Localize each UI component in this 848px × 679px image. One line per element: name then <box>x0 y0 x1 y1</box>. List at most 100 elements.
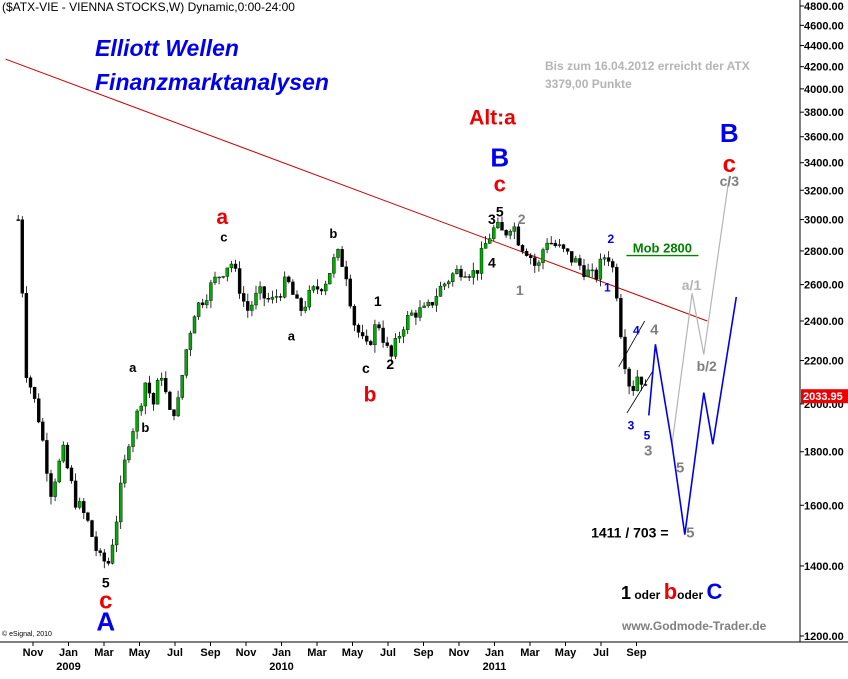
candle-body <box>426 302 430 306</box>
candle-body <box>196 302 201 317</box>
candle-body <box>69 467 74 482</box>
y-tick-label: 3200.00 <box>804 185 844 197</box>
candle-body <box>492 227 496 239</box>
candle-body <box>529 255 533 258</box>
y-tick-label: 4600.00 <box>804 20 844 32</box>
candle-body <box>561 244 566 249</box>
candle-body <box>369 341 373 345</box>
candle-body <box>406 315 410 330</box>
candle-body <box>512 226 516 232</box>
x-tick-label: Jul <box>593 647 609 659</box>
candle-body <box>287 276 291 283</box>
candle-body <box>611 261 615 268</box>
candle-body <box>250 304 254 311</box>
x-tick-label: Mar <box>94 647 114 659</box>
candle-body <box>102 552 107 562</box>
last-price-label: 2033.95 <box>803 391 843 403</box>
x-tick-label: Sep <box>413 647 433 659</box>
candle-body <box>229 263 234 269</box>
candle-body <box>143 382 148 407</box>
candle-body <box>483 243 488 249</box>
candle-body <box>582 265 586 277</box>
legend-part: C <box>706 579 722 604</box>
y-tick-label: 2400.00 <box>804 316 844 328</box>
candle-body <box>631 386 635 391</box>
candle-body <box>155 380 160 405</box>
candle-body <box>151 393 156 405</box>
candle-body <box>598 258 603 280</box>
candle-body <box>324 283 328 292</box>
wave-label: 5 <box>102 575 110 591</box>
wave-label: c <box>723 151 736 178</box>
y-tick-label: 1400.00 <box>804 561 844 573</box>
candle-body <box>57 460 61 483</box>
candle-body <box>639 376 644 385</box>
wave-label: 3 <box>488 211 496 227</box>
candle-body <box>246 301 250 311</box>
wave-label: c <box>220 229 227 244</box>
candle-body <box>520 245 525 252</box>
x-tick-label: Nov <box>236 647 258 659</box>
wave-label: 5 <box>686 525 694 542</box>
candle-body <box>213 276 217 283</box>
candle-body <box>299 298 303 311</box>
wave-label: 1 <box>516 282 524 298</box>
wave-label: B <box>490 143 509 173</box>
candle-body <box>508 231 512 236</box>
x-tick-label: Mar <box>307 647 327 659</box>
candle-body <box>455 269 459 274</box>
candle-body <box>377 324 381 329</box>
wave-label: 5 <box>644 428 651 442</box>
candle-body <box>49 473 53 497</box>
candle-body <box>348 278 352 307</box>
candle-body <box>16 219 20 221</box>
wave-label: c <box>99 587 112 614</box>
wave-label: 4 <box>650 322 659 339</box>
candle-body <box>221 276 225 278</box>
candle-body <box>254 292 258 306</box>
y-tick-label: 2200.00 <box>804 356 844 368</box>
legend-part: oder <box>631 588 664 602</box>
wave-label: a <box>129 360 137 375</box>
y-tick-label: 3400.00 <box>804 158 844 170</box>
candle-body <box>442 283 447 287</box>
y-tick-label: 2600.00 <box>804 280 844 292</box>
candle-body <box>159 378 164 381</box>
candle-body <box>619 298 623 338</box>
candle-body <box>200 302 205 306</box>
x-tick-label: May <box>129 647 151 659</box>
candle-body <box>82 501 86 513</box>
candle-body <box>77 501 82 508</box>
wave-label: a/1 <box>682 277 702 293</box>
x-tick-label: Nov <box>449 647 471 659</box>
projection-blue-path <box>648 296 738 535</box>
candle-body <box>336 249 340 258</box>
candle-body <box>565 248 570 252</box>
candle-body <box>422 305 426 308</box>
candle-body <box>467 276 471 278</box>
candle-body <box>541 249 545 264</box>
candle-body <box>586 269 590 277</box>
x-tick-label: Jan <box>272 647 291 659</box>
y-tick-label: 2800.00 <box>804 246 844 258</box>
legend-part: oder <box>677 588 706 602</box>
candle-body <box>471 270 475 278</box>
candle-body <box>135 410 139 432</box>
wave-label: Mob 2800 <box>633 241 692 256</box>
y-tick-label: 1800.00 <box>804 447 844 459</box>
candle-body <box>274 296 279 298</box>
y-tick-label: 4000.00 <box>804 84 844 96</box>
candle-body <box>37 398 41 423</box>
candle-body <box>496 221 500 228</box>
candle-body <box>172 409 176 417</box>
candle-body <box>118 482 123 523</box>
candle-body <box>578 258 582 266</box>
x-tick-label: Jul <box>380 647 396 659</box>
candle-body <box>258 286 262 294</box>
wave-label: 1 <box>604 281 611 295</box>
candle-body <box>524 250 529 256</box>
x-year-label: 2011 <box>483 661 507 673</box>
note-line-2: 3379,00 Punkte <box>545 77 632 91</box>
candle-body <box>53 481 57 497</box>
wave-label: 4 <box>633 324 640 338</box>
